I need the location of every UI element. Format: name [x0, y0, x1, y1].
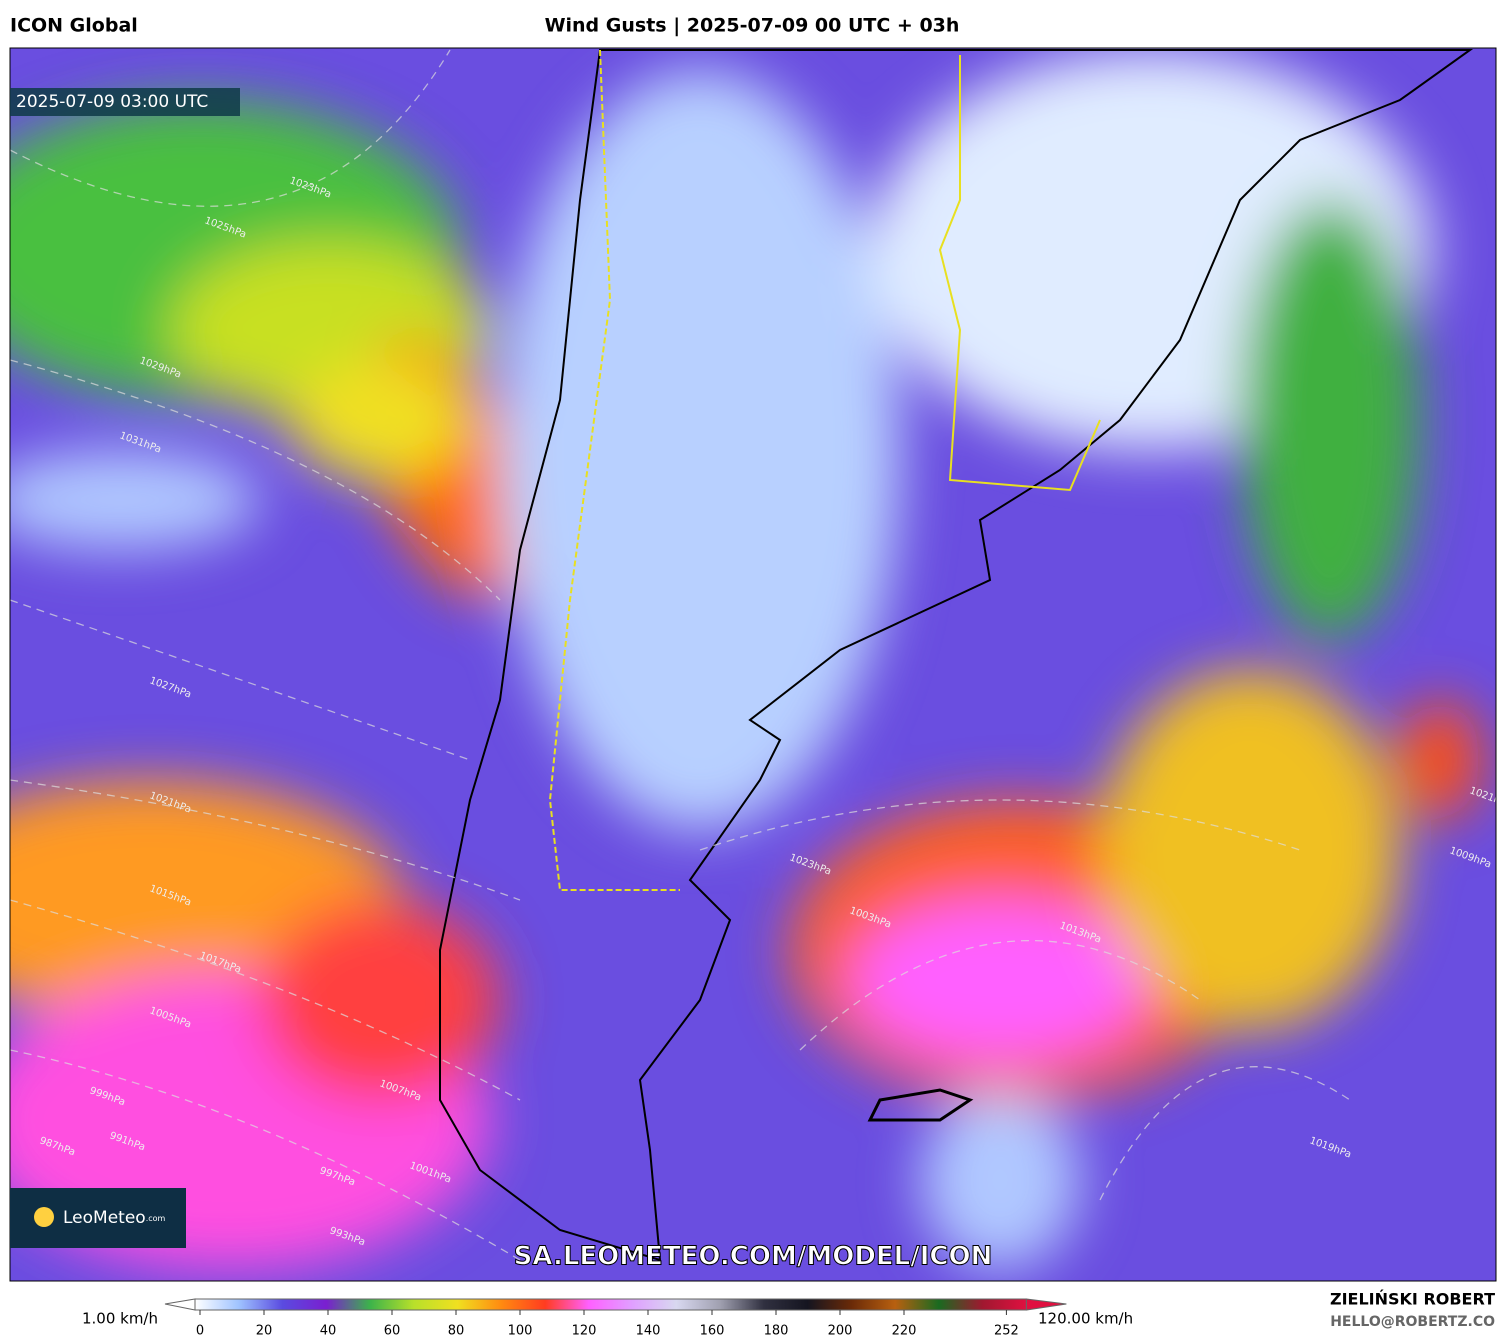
colorbar: 0 20 40 60 80 100 120 140 160 180 200 220 252 [164, 1298, 1067, 1339]
colorbar-tick-label: 80 [448, 1324, 465, 1339]
colorbar-min: 1.00 km/h [82, 1310, 158, 1328]
colorbar-tick-label: 60 [384, 1324, 401, 1339]
colorbar-max: 120.00 km/h [1038, 1310, 1133, 1328]
colorbar-tick-label: 160 [700, 1324, 725, 1339]
colorbar-tick-label: 100 [508, 1324, 533, 1339]
colorbar-tick-label: 20 [256, 1324, 273, 1339]
colorbar-tick-label: 200 [828, 1324, 853, 1339]
colorbar-tick-label: 220 [892, 1324, 917, 1339]
email: HELLO@ROBERTZ.CO [1330, 1314, 1495, 1330]
colorbar-arrow-right [1025, 1298, 1067, 1311]
colorbar-tick-label: 120 [572, 1324, 597, 1339]
timestamp: 2025-07-09 03:00 UTC [16, 92, 208, 112]
author: ZIELIŃSKI ROBERT [1330, 1290, 1495, 1309]
colorbar-tick-label: 180 [764, 1324, 789, 1339]
colorbar-bar [194, 1298, 1027, 1311]
map: 1023hPa1025hPa1029hPa1031hPa1027hPa1021h… [10, 48, 1496, 1281]
colorbar-tick-label: 252 [994, 1324, 1019, 1339]
map-title: Wind Gusts | 2025-07-09 00 UTC + 03h [545, 15, 960, 37]
colorbar-tick-label: 140 [636, 1324, 661, 1339]
logo: LeoMeteo.com [63, 1208, 166, 1228]
colorbar-arrow-left [164, 1298, 196, 1311]
colorbar-tick-label: 0 [196, 1324, 204, 1339]
url: SA.LEOMETEO.COM/MODEL/ICON [514, 1242, 993, 1272]
colorbar-tick-label: 40 [320, 1324, 337, 1339]
model-name: ICON Global [10, 15, 138, 37]
